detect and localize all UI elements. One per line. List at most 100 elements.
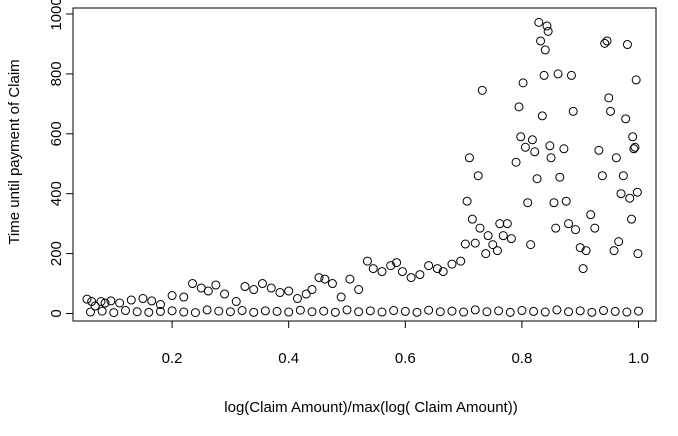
x-tick-label: 0.8 [511,350,532,367]
data-point [495,219,505,229]
x-tick-label: 0.4 [278,350,299,367]
data-point [540,307,550,317]
data-point [272,306,282,316]
data-point [494,306,504,316]
data-point [155,300,165,310]
data-point [482,307,492,317]
data-point [167,306,177,316]
data-point [97,306,107,316]
data-point [628,132,638,142]
y-axis-label: Time until payment of Claim [6,59,23,244]
x-tick-label: 1.0 [628,350,649,367]
data-point [506,234,516,244]
data-point [167,291,177,301]
data-point [634,306,644,316]
plot-frame [72,7,657,322]
data-point [249,307,259,317]
data-point [456,256,466,266]
data-point [536,36,546,46]
data-point [492,246,502,256]
data-point [377,267,387,277]
data-point [590,223,600,233]
data-point [564,219,574,229]
data-point [354,285,364,295]
data-point [632,187,642,197]
data-point [225,307,235,317]
x-tick-label: 0.6 [395,350,416,367]
data-point [602,36,612,46]
data-point [616,189,626,199]
data-point [618,171,628,181]
y-tick-label: 0 [48,309,65,317]
data-point [386,261,396,271]
data-point [319,306,329,316]
data-point [126,295,136,305]
data-point [542,21,552,31]
data-point [330,307,340,317]
data-point [424,261,434,271]
data-point [368,264,378,274]
data-point [100,298,110,308]
data-point [549,198,559,208]
data-point [575,306,585,316]
data-point [336,292,346,302]
data-point [475,223,485,233]
data-point [249,285,259,295]
data-point [327,279,337,289]
data-point [314,273,324,283]
data-point [132,307,142,317]
data-point [460,239,470,249]
data-point [483,231,493,241]
data-point [633,249,643,259]
data-point [459,307,469,317]
data-point [397,267,407,277]
data-point [523,198,533,208]
data-point [575,243,585,253]
data-point [534,17,544,27]
data-point [240,282,250,292]
data-point [566,70,576,80]
data-point [85,307,95,317]
data-point [511,157,521,167]
data-point [621,114,631,124]
data-point [578,264,588,274]
data-point [527,135,537,145]
data-point [412,307,422,317]
data-point [266,283,276,293]
data-point [532,174,542,184]
data-point [498,231,508,241]
data-point [551,223,561,233]
data-point [284,307,294,317]
data-point [539,70,549,80]
data-point [432,264,442,274]
data-point [552,305,562,315]
data-point [516,132,526,142]
data-point [292,294,302,304]
data-point [529,306,539,316]
data-point [147,296,157,306]
data-point [220,289,230,299]
data-point [555,172,565,182]
data-point [470,238,480,248]
data-point [82,294,92,304]
data-point [581,246,591,256]
data-point [561,196,571,206]
data-point [505,307,515,317]
data-point [424,305,434,315]
data-point [477,85,487,95]
data-point [470,305,480,315]
data-point [625,193,635,203]
data-point [571,225,581,235]
data-point [120,306,130,316]
data-point [320,274,330,284]
data-point [295,305,305,315]
data-point [599,306,609,316]
data-point [96,297,106,307]
y-tick-label: 200 [48,241,65,266]
y-tick-label: 600 [48,121,65,146]
data-point [553,69,563,79]
data-point [275,288,285,298]
data-point [586,210,596,220]
data-point [203,286,213,296]
